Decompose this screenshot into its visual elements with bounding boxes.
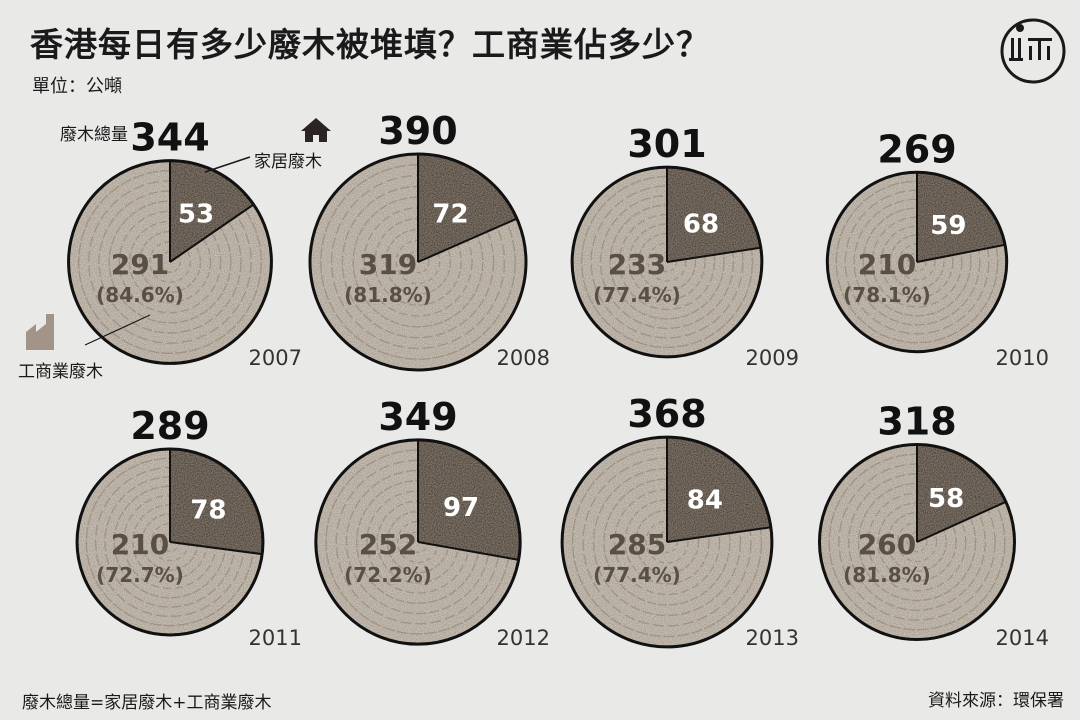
slice-edge [916,500,1007,543]
commercial-value: 233 [608,248,666,281]
commercial-percent: (84.6%) [96,283,184,307]
commercial-value: 260 [858,528,916,561]
commercial-percent: (77.4%) [593,283,681,307]
household-label: 家居廢木 [254,152,322,172]
unit-label: 單位：公噸 [32,76,122,97]
total-label: 廢木總量 [60,125,128,145]
total-value: 368 [627,392,706,436]
commercial-value: 291 [111,248,169,281]
commercial-label: 工商業廢木 [18,362,103,382]
commercial-leader-line [84,314,151,346]
slice-household [170,160,254,262]
pie-2011 [75,447,265,637]
year-label: 2007 [249,346,302,370]
pie-outline [67,159,273,365]
commercial-percent: (81.8%) [843,563,931,587]
tree-ring [645,520,689,564]
pie-2014 [817,442,1017,642]
source-note: 資料來源：環保署 [928,691,1064,711]
slice-edge [916,243,1006,263]
tree-ring [647,242,687,282]
household-value: 59 [930,211,966,241]
commercial-percent: (78.1%) [843,283,931,307]
commercial-value: 319 [359,248,417,281]
tree-ring [880,225,954,299]
commercial-percent: (77.4%) [593,563,681,587]
commercial-value: 210 [858,248,916,281]
commercial-percent: (72.7%) [96,563,184,587]
house-icon [301,118,331,142]
pie-2013 [560,435,774,649]
pie-2008 [308,152,528,372]
year-label: 2013 [746,626,799,650]
household-value: 53 [178,200,214,230]
slice-edge [169,203,255,263]
total-value: 301 [627,122,706,166]
year-label: 2011 [249,626,302,650]
slice-household [170,449,263,555]
total-value: 349 [378,395,457,439]
slice-edge [417,217,518,263]
total-value: 318 [877,399,956,443]
factory-icon [26,314,54,350]
tree-ring [159,251,181,273]
household-value: 68 [683,209,719,239]
year-label: 2009 [746,346,799,370]
tree-ring [138,230,202,294]
pie-2007 [67,159,273,365]
slice-household [667,167,761,262]
household-leader-line [204,156,251,173]
commercial-value: 210 [111,528,169,561]
tree-ring [590,185,744,339]
logo-icon [1000,18,1066,84]
slice-edge [169,541,263,556]
tree-ring [628,223,706,301]
year-label: 2008 [497,346,550,370]
slice-household [917,172,1006,262]
total-value: 289 [130,404,209,448]
page-title: 香港每日有多少廢木被堆填？工商業佔多少？ [30,25,710,64]
commercial-value: 252 [359,528,417,561]
formula-footnote: 廢木總量=家居廢木+工商業廢木 [22,693,272,713]
household-value: 97 [443,493,479,523]
slice-household [917,444,1006,542]
total-value: 390 [378,109,457,153]
total-value: 269 [877,127,956,171]
year-label: 2012 [497,626,550,650]
pie-2009 [570,165,764,359]
year-label: 2014 [996,626,1049,650]
household-value: 72 [432,199,468,229]
tree-ring [907,252,927,272]
household-value: 58 [928,484,964,514]
pie-2012 [314,438,522,646]
slice-edge [417,541,519,561]
total-value: 344 [130,116,209,160]
pie-2010 [825,170,1009,354]
household-value: 84 [687,485,723,515]
slice-household [418,154,517,262]
slice-edge [666,246,761,263]
commercial-value: 285 [608,528,666,561]
commercial-percent: (72.2%) [344,563,432,587]
year-label: 2010 [996,346,1049,370]
tree-ring [603,478,731,606]
tree-ring [624,499,710,585]
slice-household [667,437,771,542]
slice-edge [666,526,772,543]
tree-ring [118,210,222,314]
slice-household [418,439,521,560]
household-value: 78 [190,495,226,525]
commercial-percent: (81.8%) [344,283,432,307]
